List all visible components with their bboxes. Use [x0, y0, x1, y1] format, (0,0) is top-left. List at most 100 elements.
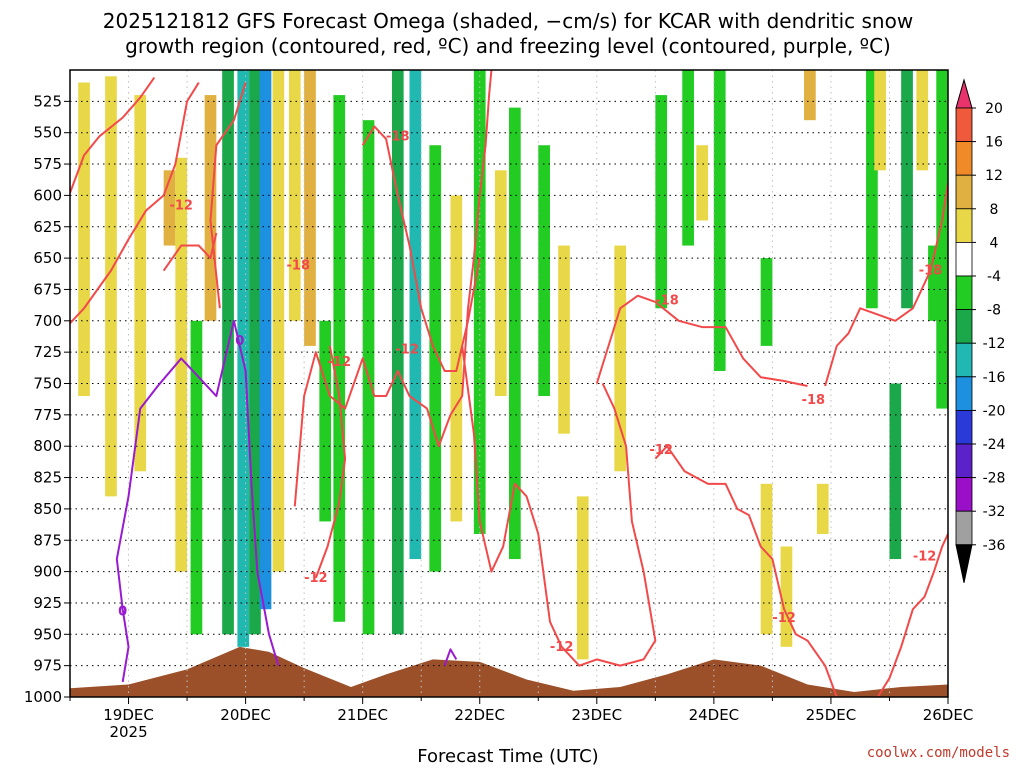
contour-label: -12: [649, 443, 673, 458]
omega-band: [816, 483, 829, 534]
colorbar: 20 16 12 8 4 -4 -8 -12 -16 -20 -24 -28 -32 -36: [955, 78, 1006, 583]
contour-minus18: [162, 232, 218, 272]
omega-band: [655, 95, 668, 309]
omega-band: [429, 145, 442, 572]
colorbar-cell: [955, 376, 973, 411]
contour-minus12: [876, 533, 948, 697]
omega-band: [190, 320, 203, 635]
y-tick-label: 850: [33, 500, 62, 518]
omega-band: [889, 383, 902, 560]
y-tick-label: 1000: [24, 688, 62, 706]
y-tick-label: 875: [33, 531, 62, 549]
omega-band: [272, 70, 285, 572]
x-tick-label: 25DEC: [806, 706, 857, 724]
contour-label: -18: [802, 393, 826, 408]
contour-label: 0: [235, 334, 244, 349]
contour-label: -18: [919, 264, 943, 279]
omega-band: [450, 195, 463, 522]
colorbar-cell: [955, 141, 973, 176]
contour-labels: -12 -18 -12 -18 -12 -12 -18 -12 -18 -12 -12 -18 -12 0…: [118, 129, 942, 654]
colorbar-label: -20: [983, 403, 1006, 419]
colorbar-cell: [955, 241, 973, 277]
omega-band: [134, 95, 147, 472]
y-tick-label: 800: [33, 437, 62, 455]
colorbar-label: -32: [983, 504, 1006, 520]
contour-minus12: [70, 82, 200, 324]
colorbar-label: -16: [983, 370, 1006, 386]
x-axis-label: Forecast Time (UTC): [417, 746, 598, 767]
omega-band: [760, 258, 773, 346]
x-tick-label: 21DEC: [337, 706, 388, 724]
colorbar-cell: [955, 409, 973, 445]
colorbar-label: -4: [987, 269, 1001, 285]
colorbar-label: -8: [987, 303, 1001, 319]
contour-minus12: [461, 345, 657, 667]
omega-band: [874, 70, 886, 171]
terrain-fill: [70, 646, 948, 697]
omega-band: [804, 70, 816, 121]
colorbar-label: 4: [990, 235, 999, 251]
contour-label: -12: [304, 571, 328, 586]
terrain-area: [70, 646, 948, 697]
omega-band: [249, 70, 261, 635]
contour-label: -18: [386, 129, 410, 144]
omega-band: [509, 107, 521, 560]
colorbar-label: -36: [983, 538, 1006, 554]
y-tick-label: 825: [33, 469, 62, 487]
omega-band: [901, 70, 913, 309]
contour-minus18: [824, 182, 948, 387]
colorbar-cell: [955, 208, 973, 243]
y-tick-label: 600: [33, 186, 62, 204]
x-tick-label: 20DEC: [220, 706, 271, 724]
y-tick-label: 625: [33, 218, 62, 236]
y-tick-label: 975: [33, 657, 62, 675]
contour-minus12: [293, 70, 493, 507]
y-tick-label: 900: [33, 563, 62, 581]
y-tick-label: 925: [33, 594, 62, 612]
contour-label: -18: [655, 294, 679, 309]
x-tick-sublabel: 2025: [109, 723, 147, 741]
omega-band: [614, 245, 627, 472]
y-tick-label: 775: [33, 406, 62, 424]
colorbar-cell: [955, 275, 973, 310]
contour-label: -12: [395, 343, 419, 358]
omega-band: [538, 145, 550, 397]
y-tick-label: 750: [33, 375, 62, 393]
colorbar-label: -24: [983, 437, 1006, 453]
contour-label: -12: [169, 198, 193, 213]
x-tick-label: 23DEC: [572, 706, 623, 724]
contour-minus18: [361, 125, 481, 372]
y-tick-label: 675: [33, 280, 62, 298]
contour-label: -18: [287, 259, 311, 274]
contour-minus12: [209, 82, 247, 309]
omega-band: [391, 70, 404, 635]
omega-band: [558, 245, 570, 434]
omega-band: [319, 320, 332, 522]
omega-band: [494, 170, 507, 397]
colorbar-label: 12: [985, 168, 1003, 184]
omega-shading: [78, 70, 948, 660]
colorbar-label: -28: [983, 471, 1006, 487]
omega-band: [696, 145, 709, 221]
contour-label: -12: [550, 640, 574, 655]
colorbar-label: 20: [985, 101, 1003, 117]
omega-band: [259, 70, 272, 610]
omega-band: [333, 95, 346, 622]
omega-band: [105, 76, 117, 497]
colorbar-cell: [955, 174, 973, 210]
colorbar-cell: [955, 510, 973, 546]
omega-band: [175, 157, 188, 572]
colorbar-cell: [955, 443, 973, 478]
contour-minus12: [314, 345, 347, 579]
contour-label: 0: [118, 605, 127, 620]
colorbar-cell: [955, 477, 973, 512]
contour-label: -12: [328, 355, 352, 370]
x-tick-label: 26DEC: [923, 706, 974, 724]
colorbar-bottom-arrow: [955, 544, 973, 583]
y-tick-label: 575: [33, 155, 62, 173]
omega-band: [682, 70, 694, 246]
credit-text: coolwx.com/models: [867, 745, 1010, 761]
colorbar-cell: [955, 107, 973, 142]
